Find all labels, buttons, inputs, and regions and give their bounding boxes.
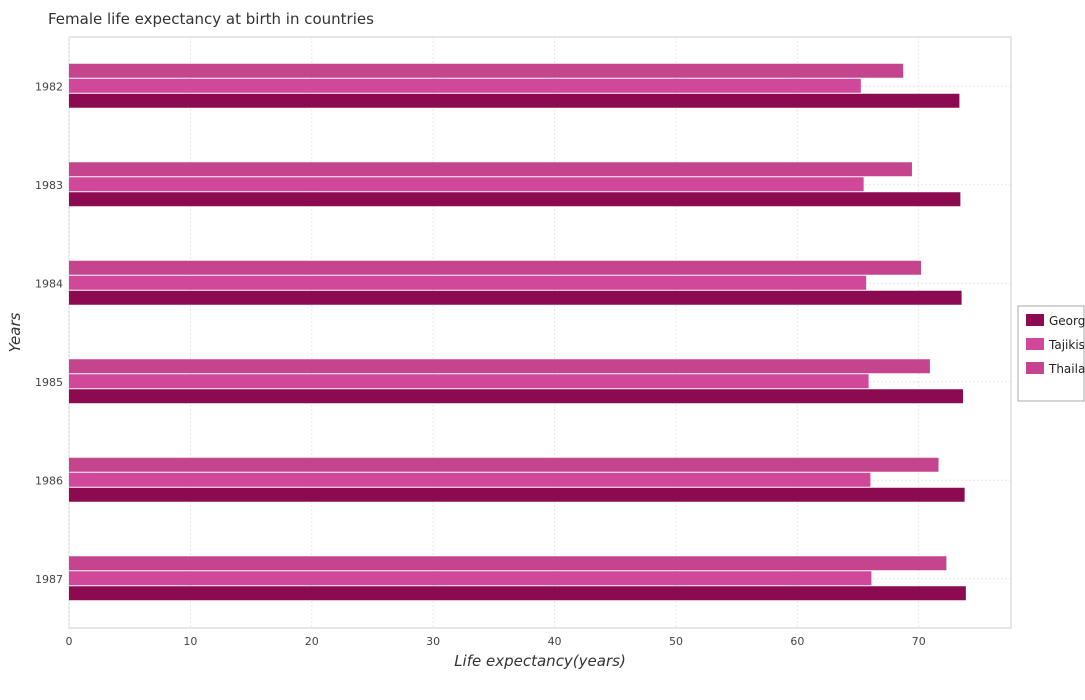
y-tick-label: 1984: [35, 277, 63, 290]
x-tick-label: 30: [426, 635, 440, 648]
chart-title: Female life expectancy at birth in count…: [48, 10, 374, 28]
bar-georgia-1984: [69, 290, 962, 305]
y-tick-label: 1987: [35, 573, 63, 586]
bar-tajikistan-1987: [69, 571, 872, 586]
bar-tajikistan-1984: [69, 275, 867, 290]
x-tick-label: 20: [305, 635, 319, 648]
legend-swatch-georgia: [1026, 314, 1044, 326]
bar-thailand-1984: [69, 260, 922, 275]
legend-swatch-thailand: [1026, 362, 1044, 374]
legend-label-thailand: Thailand: [1048, 362, 1085, 376]
bar-georgia-1987: [69, 586, 966, 601]
bar-thailand-1982: [69, 63, 904, 78]
bar-thailand-1985: [69, 359, 930, 374]
bar-tajikistan-1982: [69, 78, 861, 93]
x-axis-ticks: 0 10 20 30 40 50 60 70: [66, 635, 926, 648]
legend-label-georgia: Georgia: [1049, 314, 1085, 328]
bar-tajikistan-1983: [69, 177, 864, 192]
bar-georgia-1986: [69, 487, 965, 502]
bar-georgia-1985: [69, 389, 964, 404]
legend-swatch-tajikistan: [1026, 338, 1044, 350]
bar-thailand-1983: [69, 162, 912, 177]
x-tick-label: 0: [66, 635, 73, 648]
legend-label-tajikistan: Tajikistan: [1048, 338, 1085, 352]
y-tick-label: 1983: [35, 179, 63, 192]
bars: [69, 63, 966, 601]
bar-thailand-1987: [69, 556, 947, 571]
y-tick-label: 1985: [35, 376, 63, 389]
y-tick-label: 1982: [35, 80, 63, 93]
x-tick-label: 50: [669, 635, 683, 648]
x-axis-label: Life expectancy(years): [454, 652, 626, 670]
y-axis-label: Years: [6, 312, 24, 352]
legend: Georgia Tajikistan Thailand: [1017, 305, 1085, 402]
x-tick-label: 10: [183, 635, 197, 648]
bar-tajikistan-1986: [69, 472, 871, 487]
x-tick-label: 60: [790, 635, 804, 648]
x-tick-label: 70: [912, 635, 926, 648]
bar-thailand-1986: [69, 457, 939, 472]
x-tick-label: 40: [548, 635, 562, 648]
bar-georgia-1983: [69, 192, 961, 207]
gridlines: [68, 36, 1012, 629]
bar-tajikistan-1985: [69, 374, 869, 389]
y-tick-label: 1986: [35, 474, 63, 487]
y-axis-ticks: 1982 1983 1984 1985 1986 1987: [35, 80, 63, 586]
bar-georgia-1982: [69, 93, 960, 108]
plot-frame: [68, 36, 1012, 629]
